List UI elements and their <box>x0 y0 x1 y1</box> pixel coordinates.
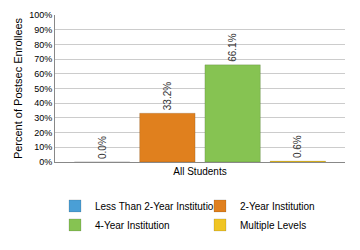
svg-text:0.0%: 0.0% <box>97 136 108 159</box>
svg-text:70%: 70% <box>34 54 52 64</box>
svg-text:50%: 50% <box>34 84 52 94</box>
svg-text:100%: 100% <box>29 10 52 20</box>
svg-text:10%: 10% <box>34 142 52 152</box>
svg-text:Percent of Postsec Enrollees: Percent of Postsec Enrollees <box>12 17 24 159</box>
svg-text:0%: 0% <box>39 157 52 167</box>
svg-text:66.1%: 66.1% <box>227 33 238 61</box>
svg-text:20%: 20% <box>34 128 52 138</box>
svg-text:Multiple Levels: Multiple Levels <box>240 220 306 231</box>
svg-text:30%: 30% <box>34 113 52 123</box>
svg-text:Less Than 2-Year Institution: Less Than 2-Year Institution <box>95 201 219 212</box>
svg-text:60%: 60% <box>34 69 52 79</box>
svg-text:40%: 40% <box>34 98 52 108</box>
svg-text:33.2%: 33.2% <box>162 82 173 110</box>
svg-text:0.6%: 0.6% <box>292 135 303 158</box>
svg-text:4-Year Institution: 4-Year Institution <box>95 220 170 231</box>
svg-text:80%: 80% <box>34 40 52 50</box>
svg-text:2-Year Institution: 2-Year Institution <box>240 201 315 212</box>
svg-text:All Students: All Students <box>173 166 226 177</box>
svg-text:90%: 90% <box>34 25 52 35</box>
